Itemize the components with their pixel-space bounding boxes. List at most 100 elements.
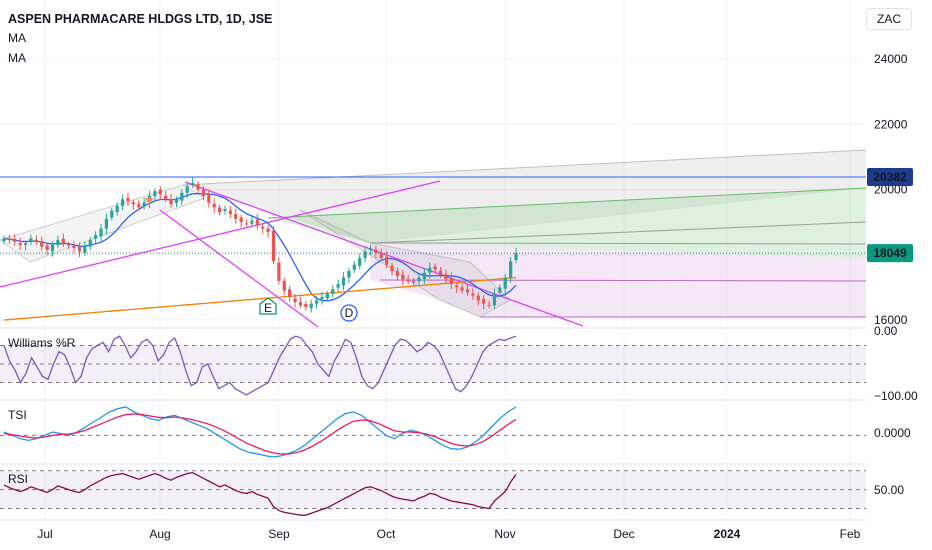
candle [492, 288, 497, 309]
candle-body [234, 213, 238, 219]
candle [277, 257, 281, 285]
candle-body [266, 228, 270, 232]
candle-body [217, 207, 222, 213]
candle [395, 267, 400, 281]
candle-body [250, 220, 254, 224]
candle-body [374, 249, 378, 254]
candle-body [363, 251, 367, 259]
tsi-line [3, 413, 517, 455]
indicator-ma-2[interactable]: MA [8, 51, 26, 65]
candle [433, 263, 437, 273]
candle [406, 275, 410, 284]
candle-body [164, 195, 168, 200]
candle-body [455, 285, 459, 288]
candle-body [88, 240, 92, 247]
candle-body [50, 244, 55, 252]
candle-body [131, 202, 135, 205]
candle-body [411, 280, 416, 283]
candle [482, 295, 486, 310]
candle [250, 215, 254, 228]
indicator-ma-1[interactable]: MA [8, 31, 26, 45]
rsi-line [3, 471, 517, 516]
time-axis-label: 2024 [714, 527, 741, 541]
candle [385, 251, 389, 269]
candle [29, 234, 33, 245]
candle [126, 192, 130, 206]
candle [309, 299, 313, 313]
candle-body [309, 303, 313, 309]
candle [288, 285, 292, 303]
candle [417, 273, 421, 286]
candle [476, 292, 480, 306]
candle-body [169, 199, 173, 205]
candle-body [395, 271, 400, 276]
time-axis-label: Jul [37, 527, 52, 541]
grid [0, 0, 866, 521]
candle-body [471, 293, 475, 296]
candle-body [45, 245, 49, 250]
candle-body [120, 199, 125, 206]
candle [191, 177, 195, 188]
candle-body [99, 228, 103, 237]
price-axis-label: 16000 [874, 313, 908, 327]
candle [314, 295, 319, 309]
candle [422, 268, 426, 284]
candle-body [476, 295, 480, 301]
dividend-marker-label: D [345, 306, 354, 320]
candle [444, 269, 448, 284]
candle-body [72, 244, 76, 249]
candle-body [261, 226, 265, 229]
candle [363, 246, 367, 263]
candle-body [401, 274, 405, 280]
candle-body [498, 287, 502, 293]
candle [228, 205, 232, 219]
candle-body [390, 265, 394, 272]
currency-button[interactable]: ZAC [866, 8, 912, 30]
candle [282, 277, 286, 295]
candle-body [422, 272, 426, 279]
candle [131, 199, 135, 210]
candle [508, 256, 513, 284]
price-badges: 20382 18049 [867, 168, 913, 263]
dividend-marker-shape [340, 304, 358, 322]
candle-body [465, 289, 470, 293]
fan-mid-line [369, 221, 867, 244]
williams-pane: Williams %R [0, 335, 866, 396]
candle-body [406, 280, 410, 282]
candle [180, 189, 184, 206]
candle-body [320, 297, 324, 300]
gray-channel-fill [183, 150, 866, 243]
level-badge: 20382 [867, 168, 913, 187]
candle [158, 186, 162, 200]
candle [212, 198, 216, 213]
candle-body [288, 289, 292, 298]
candle [261, 223, 265, 234]
candle-body [368, 248, 373, 251]
candle [223, 205, 227, 215]
candle-body [304, 304, 308, 307]
symbol-title[interactable]: ASPEN PHARMACARE HLDGS LTD, 1D, JSE [8, 12, 273, 26]
candle [174, 196, 179, 208]
candle-body [508, 261, 513, 278]
candle-body [126, 197, 130, 201]
candle [72, 241, 76, 254]
candle-body [207, 194, 211, 203]
candle-body [433, 266, 437, 270]
pink-trend-down-2 [159, 209, 319, 328]
candle-body [492, 293, 497, 306]
candle [368, 245, 373, 256]
candle [498, 284, 502, 297]
chart-drawings [0, 149, 867, 328]
candle-body [487, 304, 491, 306]
gray-level [369, 242, 867, 245]
candle [94, 231, 98, 244]
candle [325, 290, 329, 302]
candle [50, 241, 55, 257]
candle-body [158, 189, 162, 195]
candle-body [358, 258, 362, 266]
green-fan-top [267, 187, 867, 219]
candle-body [2, 238, 6, 242]
ma-slow-line [3, 276, 517, 321]
candle [104, 213, 109, 235]
